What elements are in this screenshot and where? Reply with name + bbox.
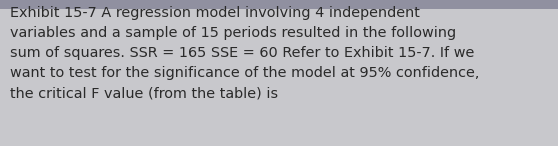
Bar bbox=[0, 0, 558, 9]
Text: Exhibit 15-7 A regression model involving 4 independent
variables and a sample o: Exhibit 15-7 A regression model involvin… bbox=[10, 6, 479, 100]
